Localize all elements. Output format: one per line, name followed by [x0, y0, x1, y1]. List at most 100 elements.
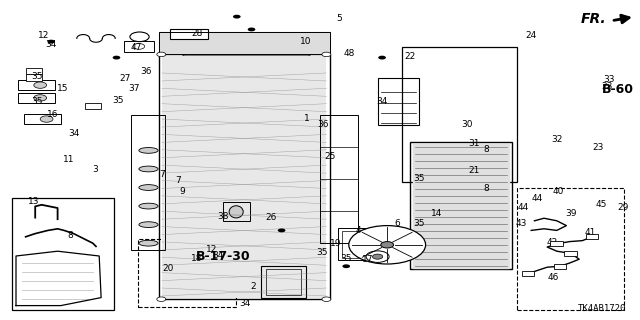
- Text: 14: 14: [431, 209, 442, 218]
- Bar: [223, 202, 250, 221]
- Bar: [378, 78, 419, 125]
- Text: 28: 28: [191, 29, 203, 38]
- Text: 25: 25: [324, 152, 335, 161]
- Bar: [564, 251, 577, 256]
- Polygon shape: [413, 144, 509, 268]
- Text: 35: 35: [413, 174, 425, 183]
- Circle shape: [378, 56, 386, 60]
- Text: 24: 24: [525, 31, 537, 40]
- Text: 42: 42: [547, 238, 558, 247]
- Text: 30: 30: [461, 120, 473, 129]
- Circle shape: [47, 40, 55, 44]
- Text: 8: 8: [484, 184, 489, 193]
- Ellipse shape: [139, 203, 158, 209]
- Circle shape: [133, 44, 145, 49]
- Text: 36: 36: [140, 68, 152, 76]
- Text: 15: 15: [57, 84, 68, 93]
- Bar: [170, 29, 208, 39]
- Bar: [24, 114, 61, 124]
- Text: 8: 8: [484, 145, 489, 154]
- Text: 12: 12: [38, 31, 49, 40]
- Text: 45: 45: [596, 200, 607, 209]
- Text: 6: 6: [394, 220, 399, 228]
- Text: 16: 16: [47, 110, 59, 119]
- Text: 26: 26: [265, 213, 276, 222]
- Ellipse shape: [139, 185, 158, 190]
- Circle shape: [34, 95, 47, 101]
- Polygon shape: [159, 32, 330, 54]
- Circle shape: [342, 264, 350, 268]
- Ellipse shape: [139, 222, 158, 228]
- Circle shape: [40, 116, 53, 122]
- Text: 35: 35: [413, 219, 425, 228]
- Circle shape: [322, 297, 331, 301]
- Text: 36: 36: [317, 120, 329, 129]
- Text: TK4AB1720: TK4AB1720: [577, 304, 626, 313]
- Circle shape: [248, 28, 255, 31]
- Bar: [162, 56, 326, 298]
- Circle shape: [130, 32, 149, 42]
- Circle shape: [366, 251, 389, 262]
- Text: 44: 44: [518, 203, 529, 212]
- Text: 11: 11: [63, 155, 75, 164]
- Bar: [586, 234, 598, 239]
- Text: 17: 17: [362, 255, 374, 264]
- Bar: [261, 266, 306, 298]
- Text: 34: 34: [68, 129, 79, 138]
- Bar: [26, 68, 42, 74]
- Bar: [550, 241, 563, 246]
- Text: 46: 46: [548, 273, 559, 282]
- Bar: [338, 228, 372, 260]
- Text: 37: 37: [129, 84, 140, 93]
- Circle shape: [372, 254, 383, 259]
- Bar: [517, 188, 624, 310]
- Text: 34: 34: [376, 97, 388, 106]
- Circle shape: [113, 56, 120, 60]
- Text: 1: 1: [305, 114, 310, 123]
- Text: 2: 2: [250, 282, 255, 291]
- Text: B-60: B-60: [602, 83, 634, 96]
- Text: 23: 23: [593, 143, 604, 152]
- Bar: [410, 142, 512, 269]
- FancyBboxPatch shape: [182, 68, 310, 76]
- Text: 47: 47: [131, 43, 142, 52]
- Text: 27: 27: [119, 74, 131, 83]
- Bar: [342, 231, 368, 258]
- Bar: [85, 103, 101, 109]
- Circle shape: [381, 242, 394, 248]
- Text: 34: 34: [239, 299, 251, 308]
- Text: 3: 3: [92, 165, 97, 174]
- Bar: [18, 80, 55, 90]
- FancyBboxPatch shape: [182, 61, 310, 69]
- Text: 38: 38: [217, 212, 228, 221]
- Text: 10: 10: [300, 37, 312, 46]
- Circle shape: [278, 228, 285, 232]
- Ellipse shape: [139, 166, 158, 172]
- Text: FR.: FR.: [581, 12, 607, 26]
- Text: 35: 35: [316, 248, 328, 257]
- Text: 34: 34: [212, 251, 223, 260]
- Text: 35: 35: [113, 96, 124, 105]
- Ellipse shape: [139, 148, 158, 153]
- Text: 29: 29: [617, 203, 628, 212]
- Bar: [402, 47, 517, 182]
- Text: 34: 34: [45, 40, 57, 49]
- Text: 18: 18: [191, 254, 203, 263]
- Bar: [26, 74, 42, 81]
- Circle shape: [349, 226, 426, 264]
- Text: 41: 41: [585, 228, 596, 237]
- Circle shape: [34, 82, 47, 88]
- Text: 43: 43: [516, 219, 527, 228]
- FancyBboxPatch shape: [182, 74, 310, 82]
- Text: 8: 8: [68, 231, 73, 240]
- Bar: [320, 115, 358, 243]
- Text: 22: 22: [404, 52, 415, 61]
- Text: 7: 7: [159, 170, 164, 179]
- Circle shape: [233, 15, 241, 19]
- Bar: [159, 54, 330, 299]
- Bar: [522, 271, 534, 276]
- Bar: [18, 93, 55, 103]
- Bar: [131, 115, 165, 250]
- Text: 35: 35: [31, 72, 43, 81]
- Ellipse shape: [139, 240, 158, 246]
